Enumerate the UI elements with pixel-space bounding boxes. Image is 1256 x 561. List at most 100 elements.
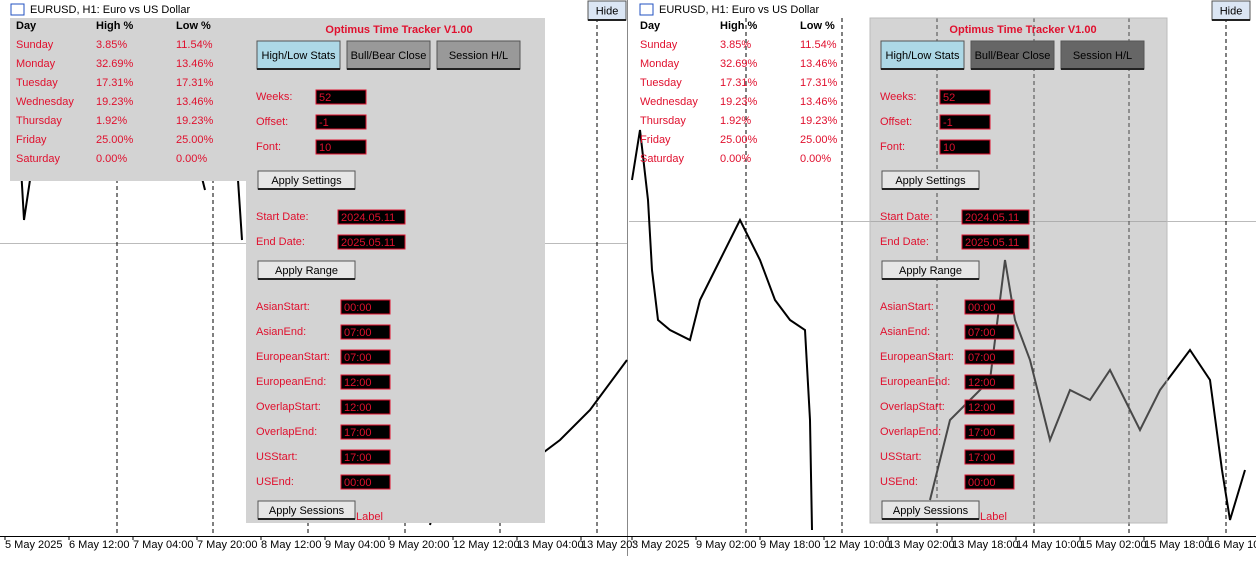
session-label: EuropeanStart: (880, 351, 954, 363)
stats-cell: 32.69% (720, 58, 758, 70)
input-field[interactable] (939, 114, 991, 130)
time-label: 13 May 04:00 (517, 539, 584, 551)
input-value: 17:00 (344, 427, 372, 439)
stats-cell: 1.92% (720, 115, 751, 127)
stats-cell: Tuesday (640, 77, 682, 89)
stats-header: Day (16, 20, 37, 32)
input-field[interactable] (964, 474, 1015, 490)
setting-label: Offset: (256, 116, 288, 128)
input-value: 17:00 (968, 452, 996, 464)
session-label: OverlapEnd: (880, 426, 941, 438)
stats-cell: Monday (16, 58, 56, 70)
input-field[interactable] (964, 374, 1015, 390)
stats-cell: 13.46% (176, 96, 214, 108)
stats-cell: 19.23% (720, 96, 758, 108)
time-label: 13 May 20: (581, 539, 635, 551)
time-label: 15 May 02:00 (1080, 539, 1147, 551)
tab-button[interactable] (256, 40, 341, 70)
input-value: 07:00 (344, 327, 372, 339)
panel-title: Optimus Time Tracker V1.00 (325, 24, 472, 36)
input-field[interactable] (340, 299, 391, 315)
input-value: 12:00 (968, 402, 996, 414)
input-value: 07:00 (968, 352, 996, 364)
stats-cell: 19.23% (800, 115, 838, 127)
input-field[interactable] (964, 349, 1015, 365)
time-label: 3 May 2025 (632, 539, 689, 551)
stats-cell: 0.00% (176, 153, 207, 165)
time-label: 7 May 20:00 (197, 539, 258, 551)
window-icon (639, 3, 654, 16)
range-label: Start Date: (880, 211, 933, 223)
tab-button[interactable] (970, 40, 1055, 70)
stats-cell: Tuesday (16, 77, 58, 89)
stats-header: High % (96, 20, 133, 32)
time-label: 9 May 20:00 (389, 539, 450, 551)
input-field[interactable] (340, 474, 391, 490)
input-field[interactable] (315, 89, 367, 105)
session-label: EuropeanStart: (256, 351, 330, 363)
session-label: AsianStart: (880, 301, 934, 313)
stats-cell: 25.00% (800, 134, 838, 146)
setting-label: Weeks: (256, 91, 292, 103)
session-label: OverlapEnd: (256, 426, 317, 438)
input-field[interactable] (340, 374, 391, 390)
stats-cell: 1.92% (96, 115, 127, 127)
range-label: End Date: (880, 236, 929, 248)
input-value: 12:00 (344, 402, 372, 414)
stats-cell: Monday (640, 58, 680, 70)
time-label: 5 May 2025 (5, 539, 62, 551)
stats-cell: 17.31% (96, 77, 134, 89)
input-field[interactable] (961, 234, 1030, 250)
tab-button[interactable] (346, 40, 431, 70)
time-label: 9 May 04:00 (325, 539, 386, 551)
input-field[interactable] (337, 234, 406, 250)
tab-button[interactable] (880, 40, 965, 70)
input-field[interactable] (340, 424, 391, 440)
session-label: USStart: (880, 451, 922, 463)
input-field[interactable] (964, 299, 1015, 315)
stats-cell: 17.31% (800, 77, 838, 89)
stats-box (10, 18, 246, 181)
input-field[interactable] (340, 449, 391, 465)
time-label: 14 May 10:00 (1016, 539, 1083, 551)
input-field[interactable] (340, 399, 391, 415)
input-field[interactable] (964, 399, 1015, 415)
range-label: End Date: (256, 236, 305, 248)
stats-cell: Saturday (640, 153, 685, 165)
input-value: 52 (319, 92, 331, 104)
input-value: 2025.05.11 (965, 237, 1019, 249)
stats-cell: 17.31% (176, 77, 214, 89)
session-label: AsianEnd: (880, 326, 930, 338)
input-field[interactable] (939, 89, 991, 105)
input-field[interactable] (961, 209, 1030, 225)
session-label: EuropeanEnd: (880, 376, 950, 388)
panel-label: Label (356, 511, 383, 523)
session-label: USStart: (256, 451, 298, 463)
input-value: 17:00 (344, 452, 372, 464)
stats-header: High % (720, 20, 757, 32)
stats-cell: Friday (640, 134, 671, 146)
input-field[interactable] (337, 209, 406, 225)
time-label: 13 May 18:00 (952, 539, 1019, 551)
input-field[interactable] (964, 324, 1015, 340)
stats-cell: 11.54% (800, 39, 837, 51)
input-field[interactable] (939, 139, 991, 155)
input-field[interactable] (315, 114, 367, 130)
input-field[interactable] (340, 324, 391, 340)
hide-button-label: Hide (596, 5, 619, 17)
apply-sessions-button-label: Apply Sessions (269, 505, 345, 517)
tab-button-label: Session H/L (1073, 50, 1132, 62)
input-field[interactable] (340, 349, 391, 365)
input-value: 12:00 (344, 377, 372, 389)
input-field[interactable] (964, 424, 1015, 440)
input-field[interactable] (315, 139, 367, 155)
panel-title: Optimus Time Tracker V1.00 (949, 24, 1096, 36)
stats-header: Low % (176, 20, 211, 32)
input-field[interactable] (964, 449, 1015, 465)
stats-cell: 0.00% (800, 153, 831, 165)
input-value: 2025.05.11 (341, 237, 395, 249)
stats-cell: 19.23% (176, 115, 214, 127)
tab-button[interactable] (436, 40, 521, 70)
input-value: 10 (943, 142, 955, 154)
